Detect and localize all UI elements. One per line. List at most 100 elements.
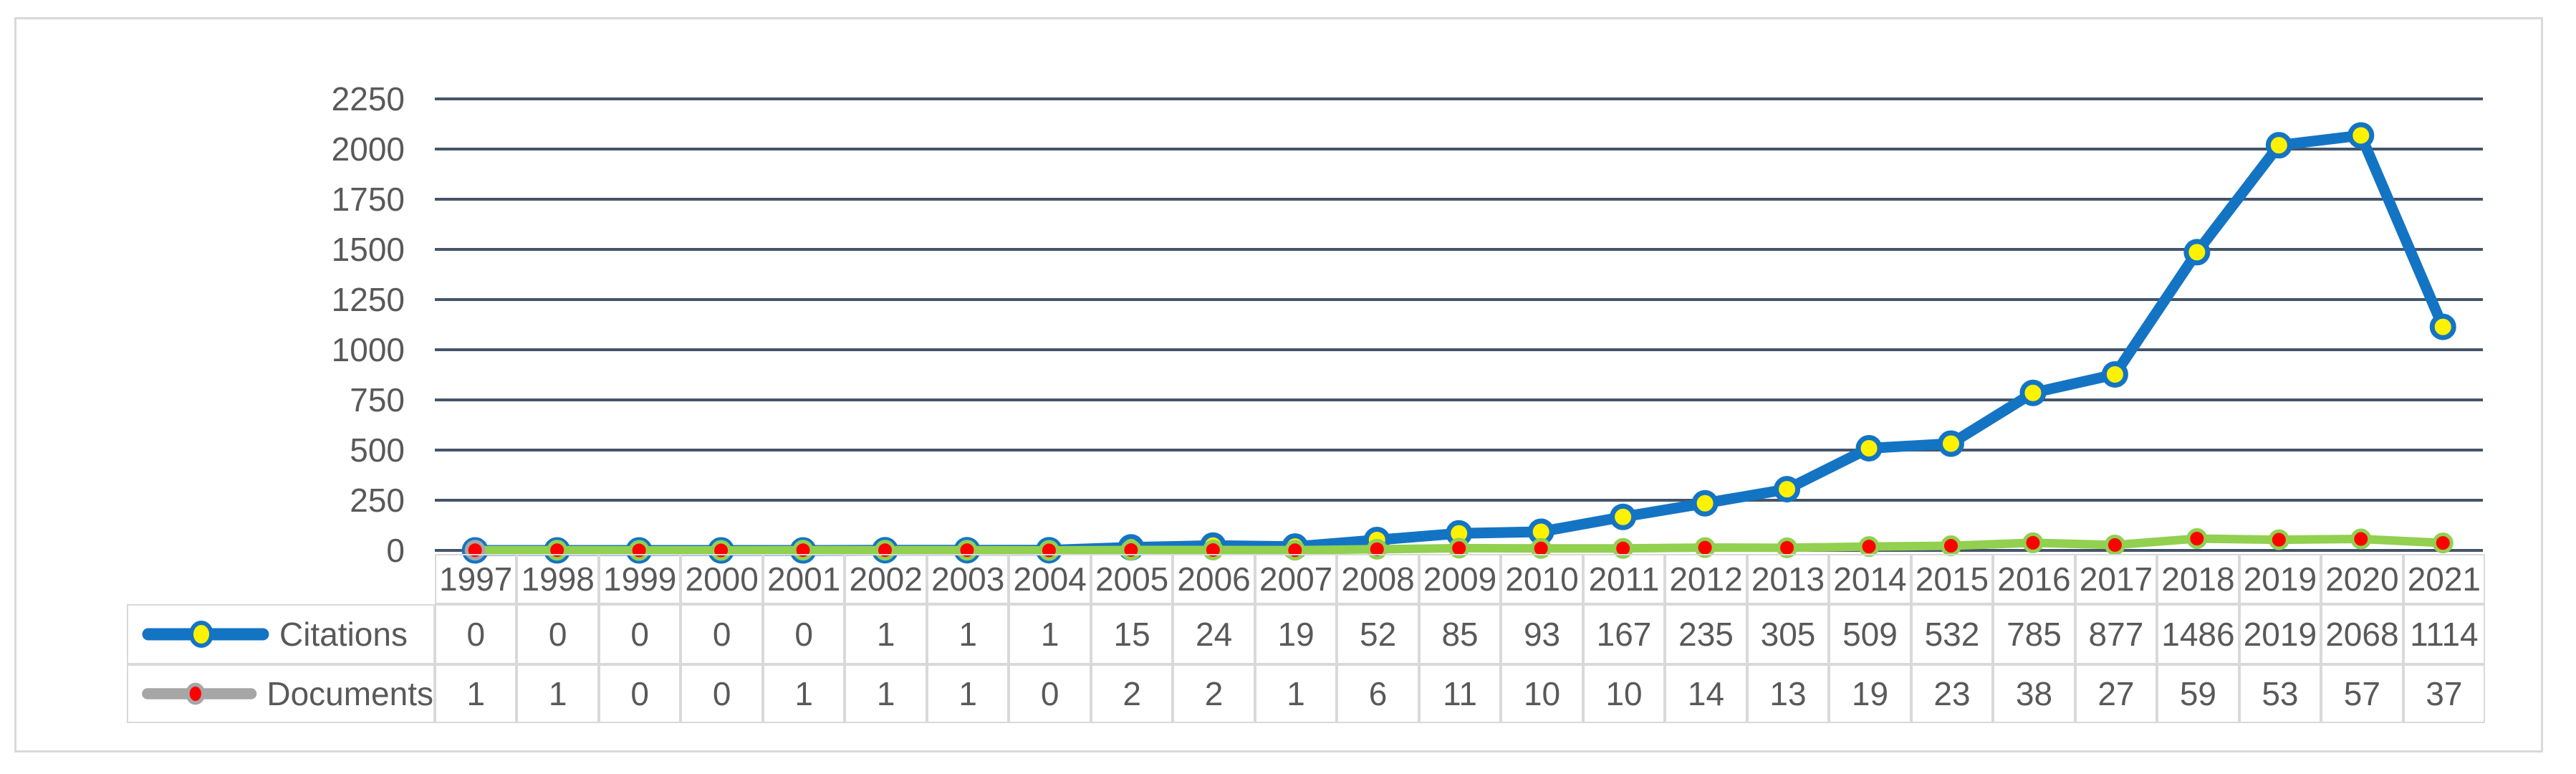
documents-value-cell: 27: [2075, 664, 2158, 723]
legend-item-citations: Citations: [127, 604, 435, 664]
year-header-cell: 2006: [1173, 554, 1255, 604]
y-axis-tick-label: 2250: [332, 80, 405, 118]
year-header-cell: 2016: [1993, 554, 2075, 604]
citations-value-cell: 85: [1418, 604, 1501, 664]
y-axis-tick-label: 750: [350, 381, 405, 419]
documents-value-cell: 6: [1337, 664, 1419, 723]
year-header-cell: 2010: [1501, 554, 1583, 604]
documents-value-cell: 2: [1090, 664, 1173, 723]
documents-value-cell: 0: [1009, 664, 1091, 723]
documents-marker: [1940, 535, 1961, 557]
citations-value-cell: 877: [2075, 604, 2158, 664]
documents-marker: [1530, 538, 1552, 559]
documents-legend-key-icon: [142, 682, 257, 705]
y-axis-tick-label: 500: [350, 431, 405, 469]
documents-value-cell: 1: [435, 664, 517, 723]
documents-marker: [1858, 536, 1880, 558]
citations-value-cells: 0 0 0 0 0 1 1 1 15 24 19 52 85 93 167 235 305 509 532 785 87…: [435, 604, 2486, 664]
legend-item-documents: Documents: [127, 664, 435, 723]
y-axis-tick-label: 1750: [332, 181, 405, 218]
citations-value-cell: 0: [598, 604, 681, 664]
citations-value-cell: 305: [1746, 604, 1830, 664]
documents-value-cell: 37: [2403, 664, 2486, 723]
documents-value-cell: 13: [1746, 664, 1830, 723]
year-header-cell: 2001: [762, 554, 845, 604]
year-header-cell: 2000: [681, 554, 763, 604]
documents-value-cell: 23: [1911, 664, 1994, 723]
documents-marker: [1366, 538, 1388, 560]
documents-value-cell: 19: [1829, 664, 1911, 723]
citations-value-cell: 167: [1582, 604, 1666, 664]
citations-value-cell: 0: [762, 604, 845, 664]
year-header-cell: 2012: [1665, 554, 1747, 604]
year-header-cell: 2009: [1418, 554, 1501, 604]
citations-marker: [2183, 239, 2211, 266]
year-header-cell: 2013: [1746, 554, 1830, 604]
citations-marker: [1855, 434, 1883, 462]
year-header-cell: 2017: [2075, 554, 2158, 604]
documents-marker: [2432, 532, 2454, 554]
citations-value-cell: 52: [1337, 604, 1419, 664]
citations-value-cell: 235: [1665, 604, 1747, 664]
citations-value-cell: 24: [1173, 604, 1255, 664]
y-axis-tick-label: 2000: [332, 130, 405, 168]
documents-value-cell: 14: [1665, 664, 1747, 723]
documents-marker: [2186, 527, 2208, 549]
citations-marker: [2347, 122, 2375, 149]
citations-value-cell: 1: [845, 604, 927, 664]
table-year-header-row: 1997 1998 1999 2000 2001 2002 2003 2004 2005 2006…: [127, 554, 2486, 604]
documents-marker: [1613, 538, 1634, 559]
citations-value-cell: 15: [1090, 604, 1173, 664]
table-header-spacer: [127, 554, 435, 604]
documents-marker: [1448, 538, 1470, 559]
citations-value-cell: 1: [926, 604, 1009, 664]
y-axis-tick-label: 1500: [332, 231, 405, 268]
year-header-cell: 1999: [598, 554, 681, 604]
citations-marker: [1691, 489, 1719, 517]
citations-marker: [2265, 132, 2292, 159]
year-header-cell: 1997: [435, 554, 517, 604]
documents-legend-label: Documents: [266, 675, 433, 712]
year-header-cell: 2021: [2403, 554, 2486, 604]
documents-marker: [2350, 528, 2372, 550]
citations-value-cell: 532: [1911, 604, 1994, 664]
citations-value-cell: 785: [1993, 604, 2075, 664]
citations-value-cell: 19: [1254, 604, 1337, 664]
citations-marker: [2429, 313, 2456, 340]
documents-value-cell: 38: [1993, 664, 2075, 723]
year-header-cell: 2002: [845, 554, 927, 604]
documents-value-cell: 59: [2157, 664, 2239, 723]
y-axis-tick-label: 0: [386, 532, 405, 569]
documents-value-cell: 1: [1254, 664, 1337, 723]
year-header-cell: 2015: [1911, 554, 1994, 604]
documents-value-cell: 1: [516, 664, 599, 723]
documents-marker: [2104, 534, 2125, 555]
year-header-cell: 2020: [2321, 554, 2403, 604]
citations-marker: [1774, 476, 1801, 503]
documents-marker: [2022, 532, 2044, 553]
documents-marker: [1777, 537, 1798, 558]
year-header-cell: 1998: [516, 554, 599, 604]
citations-value-cell: 1: [1009, 604, 1091, 664]
year-header-cell: 2008: [1337, 554, 1419, 604]
year-header-cell: 2007: [1254, 554, 1337, 604]
citations-value-cell: 1114: [2403, 604, 2486, 664]
citations-value-cell: 0: [681, 604, 763, 664]
citations-value-cell: 93: [1501, 604, 1583, 664]
citations-value-cell: 1486: [2157, 604, 2239, 664]
year-header-cell: 2005: [1090, 554, 1173, 604]
documents-value-cell: 53: [2239, 664, 2322, 723]
documents-marker: [1694, 537, 1716, 558]
documents-value-cell: 57: [2321, 664, 2403, 723]
citations-value-cell: 2068: [2321, 604, 2403, 664]
year-header-cell: 2019: [2239, 554, 2322, 604]
table-documents-row: Documents 1 1 0 0 1 1 1 0 2 2 1 6 11 10 10 14 13 19 23 38 27…: [127, 664, 2486, 723]
documents-value-cell: 10: [1582, 664, 1666, 723]
documents-value-cell: 0: [598, 664, 681, 723]
y-axis-tick-label: 1250: [332, 281, 405, 318]
citations-value-cell: 0: [516, 604, 599, 664]
citations-marker: [2019, 379, 2047, 406]
documents-value-cell: 11: [1418, 664, 1501, 723]
year-header-cell: 2004: [1009, 554, 1091, 604]
